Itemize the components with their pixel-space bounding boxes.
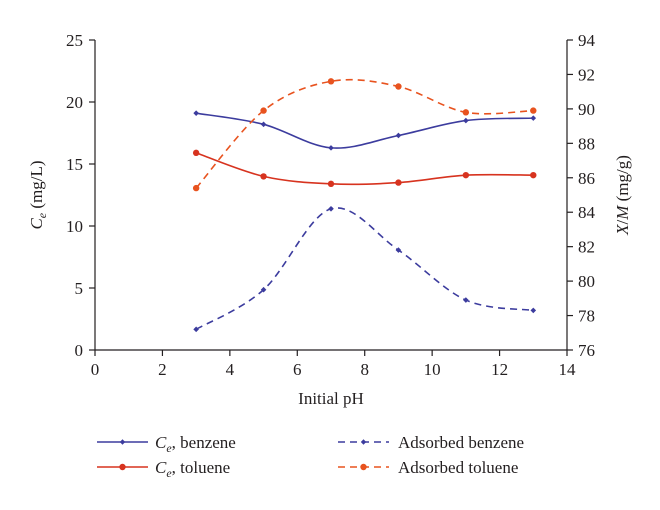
data-point-ce_toluene [192,149,200,157]
data-point-ce_toluene [260,173,267,180]
series-layer [192,78,537,333]
right-y-tick-label: 90 [578,100,595,119]
left-y-tick-label: 15 [66,155,83,174]
right-y-tick-label: 92 [578,65,595,84]
series-line-ce_toluene [195,152,534,186]
legend-marker-adsorbed-benzene [360,439,367,445]
data-point-ce_toluene [327,180,335,188]
right-y-tick-label: 78 [578,307,595,326]
legend-marker-ce-benzene [119,439,126,445]
legend-item-ce-toluene: Ce, toluene [97,458,230,480]
x-tick-label: 2 [158,360,167,379]
data-point-ads_benzene [395,247,402,253]
series-ads_toluene [192,78,537,192]
data-point-ads_toluene [462,109,470,116]
right-y-tick-label: 84 [578,203,596,222]
series-ce_toluene [192,149,537,188]
right-y-tick-label: 94 [578,31,596,50]
data-point-ads_toluene [395,83,402,90]
x-tick-label: 10 [424,360,441,379]
legend-label-ce-toluene: Ce, toluene [155,458,230,480]
left-y-tick-label: 25 [66,31,83,50]
left-y-axis-title: Ce (mg/L) [27,160,49,229]
data-point-ads_toluene [530,107,537,114]
series-line-ads_benzene [195,207,534,331]
left-y-axis-ticks: 0 5 10 15 20 25 [66,31,95,360]
data-point-ce_benzene [260,121,267,128]
data-point-ads_benzene [193,326,199,333]
data-point-ce_toluene [395,179,402,186]
data-point-ads_benzene [328,205,334,212]
data-point-ads_benzene [463,297,469,303]
data-point-ads_benzene [260,286,267,293]
x-tick-label: 0 [91,360,100,379]
data-point-ads_toluene [260,107,267,114]
x-axis-ticks: 0 2 4 6 8 10 12 14 [91,350,576,379]
left-y-tick-label: 0 [75,341,84,360]
left-y-tick-label: 5 [75,279,84,298]
right-y-tick-label: 86 [578,169,595,188]
series-line-ce_benzene [196,112,534,149]
x-tick-label: 4 [226,360,235,379]
legend-item-ce-benzene: Ce, benzene [97,433,236,455]
legend-item-adsorbed-benzene: Adsorbed benzene [338,433,524,452]
data-point-ce_toluene [462,171,470,179]
legend-label-adsorbed-benzene: Adsorbed benzene [398,433,524,452]
x-tick-label: 8 [360,360,369,379]
x-tick-label: 14 [559,360,577,379]
data-point-ce_toluene [530,171,537,179]
plot-frame [94,40,568,351]
x-tick-label: 12 [491,360,508,379]
right-y-tick-label: 82 [578,238,595,257]
right-y-tick-label: 88 [578,134,595,153]
x-tick-label: 6 [293,360,302,379]
data-point-ads_toluene [192,184,200,192]
data-point-ce_benzene [463,117,469,124]
data-point-ads_toluene [327,78,335,85]
legend-label-adsorbed-toluene: Adsorbed toluene [398,458,518,477]
data-point-ce_benzene [395,132,402,139]
x-axis-title: Initial pH [298,389,364,408]
series-ads_benzene [193,205,537,333]
data-point-ce_benzene [193,110,199,116]
right-y-axis-ticks: 76 78 80 82 84 86 88 90 92 94 [567,31,596,360]
right-y-tick-label: 80 [578,272,595,291]
legend-marker-ce-toluene [119,463,126,471]
data-point-ce_benzene [328,145,334,151]
legend-label-ce-benzene: Ce, benzene [155,433,236,455]
left-y-tick-label: 20 [66,93,83,112]
data-point-ads_benzene [530,307,537,314]
legend-item-adsorbed-toluene: Adsorbed toluene [338,458,518,477]
data-point-ce_benzene [530,115,537,121]
right-y-tick-label: 76 [578,341,595,360]
legend-marker-adsorbed-toluene [360,463,367,471]
series-ce_benzene [193,110,537,151]
legend: Ce, benzene Ce, toluene Adsorbed benzene… [97,433,524,480]
right-y-axis-title: X/M (mg/g) [613,155,632,236]
left-y-tick-label: 10 [66,217,83,236]
